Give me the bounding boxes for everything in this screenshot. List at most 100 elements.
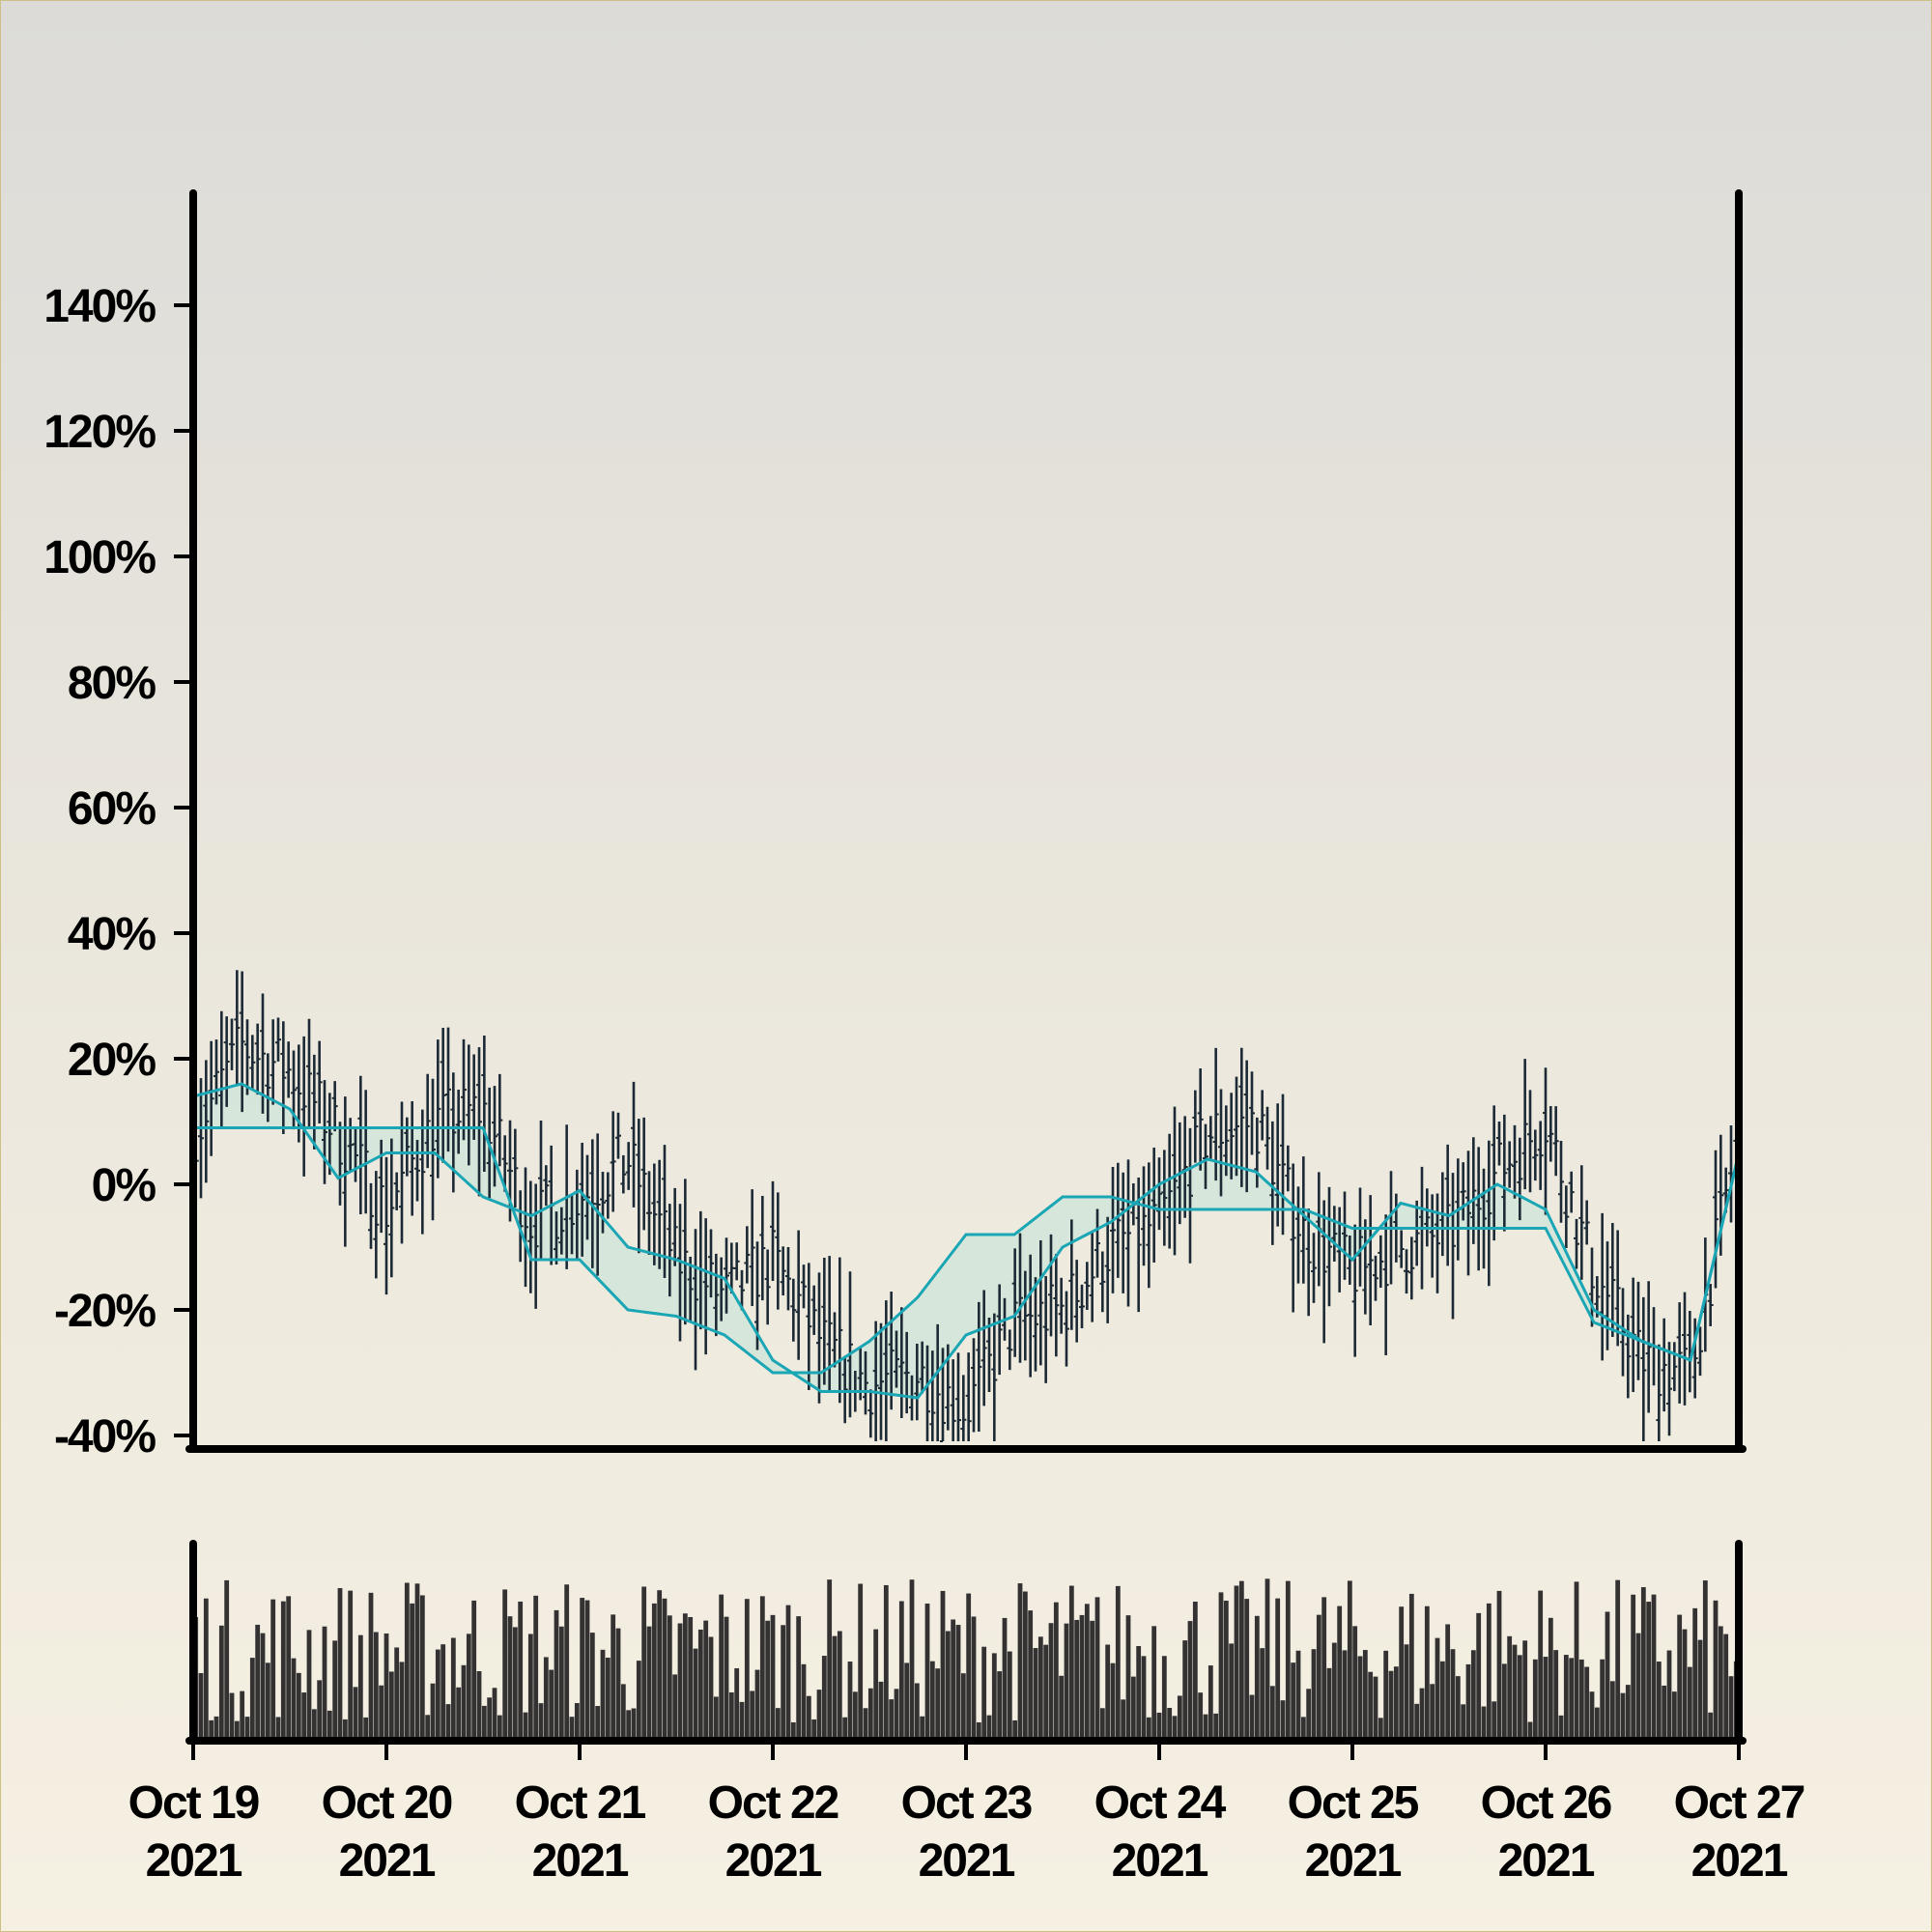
volume-bar [564,1584,570,1737]
volume-bar [399,1662,405,1737]
volume-bar [878,1681,884,1737]
volume-bar [538,1703,544,1737]
x-tick-label-date: Oct 21 [515,1777,646,1829]
volume-bar [213,1716,219,1737]
volume-bar [1208,1665,1213,1737]
volume-bar [554,1609,559,1737]
volume-bar [898,1601,904,1737]
volume-bar [1043,1644,1049,1737]
volume-bar [440,1644,446,1737]
volume-bar [558,1626,564,1737]
volume-bar [1404,1644,1409,1737]
volume-bar [682,1613,688,1737]
volume-bar [224,1579,230,1737]
volume-bar [651,1603,657,1737]
x-tick-label-year: 2021 [1305,1835,1402,1887]
volume-bar [1182,1640,1188,1737]
volume-bar [1393,1666,1399,1737]
volume-bar [327,1710,332,1737]
volume-bar [209,1719,214,1737]
volume-bar [1167,1707,1173,1737]
volume-bar [1331,1642,1337,1737]
x-tick-label-year: 2021 [919,1835,1015,1887]
volume-bar [1718,1626,1723,1737]
volume-bar [734,1668,740,1737]
volume-bar [523,1712,528,1737]
volume-bar [1532,1659,1538,1737]
volume-bar [203,1598,209,1737]
volume-bar [976,1721,981,1737]
volume-bar [244,1717,250,1737]
volume-bar [322,1626,327,1737]
volume-bar [863,1708,868,1737]
volume-bar [693,1648,698,1737]
volume-bar [584,1600,590,1737]
x-tick-label-date: Oct 20 [322,1777,452,1829]
volume-bar [1316,1614,1321,1737]
volume-bar [1352,1626,1358,1737]
volume-bar [703,1620,709,1737]
price-panel [192,970,1741,1442]
volume-bar [821,1656,827,1737]
volume-bar [1543,1657,1548,1737]
volume-bar [904,1662,910,1737]
volume-bar [404,1582,410,1737]
volume-bar [929,1661,935,1737]
volume-bar [497,1715,502,1737]
volume-bar [837,1631,842,1737]
volume-bar [1053,1602,1059,1737]
volume-bar [1090,1620,1095,1737]
x-tick-label-year: 2021 [725,1835,822,1887]
volume-bar [471,1600,477,1737]
volume-bar [1584,1666,1590,1737]
volume-bar [1291,1662,1296,1737]
volume-bar [1615,1579,1621,1737]
volume-bar [991,1653,997,1737]
y-tick-label: 40% [68,909,156,960]
volume-bar [924,1603,930,1737]
volume-bar [1357,1656,1363,1737]
x-tick-label-year: 2021 [1691,1835,1788,1887]
volume-bar [672,1674,678,1737]
x-tick-label-year: 2021 [1498,1835,1595,1887]
volume-bar [1419,1688,1425,1737]
volume-bar [1461,1704,1466,1737]
slow-line [193,1126,1741,1375]
volume-bar [641,1586,647,1737]
volume-bar [1121,1699,1126,1737]
volume-bar [1172,1716,1178,1737]
volume-bar [1244,1599,1250,1737]
axis-labels: -40% -20% 0% 20% 40% 60% 80% 100% 120% 140% Oct 19… [43,281,1805,1887]
volume-bar [724,1616,729,1737]
volume-bar [1666,1650,1672,1737]
volume-bar [270,1599,276,1737]
volume-bar [425,1715,431,1737]
volume-bar [960,1673,966,1737]
volume-bar [847,1662,853,1737]
volume-bar [430,1683,436,1737]
volume-bar [1115,1585,1121,1737]
volume-bar [1522,1640,1528,1737]
volume-bar [1646,1602,1652,1737]
volume-bar [1022,1591,1028,1737]
x-tick-label-date: Oct 24 [1094,1777,1227,1829]
volume-bar [301,1692,307,1737]
volume-bar [1512,1644,1518,1737]
volume-bar [1656,1662,1662,1737]
volume-bar [1285,1580,1291,1737]
volume-bar [1002,1617,1008,1737]
volume-bar [1260,1648,1265,1737]
volume-bar [1682,1629,1688,1737]
volume-bar [858,1583,864,1737]
volume-bar [997,1671,1003,1737]
volume-bar [1424,1605,1430,1737]
volume-bar [935,1668,941,1737]
volume-bar [1084,1604,1090,1737]
volume-bar [265,1662,270,1737]
volume-bar [1708,1712,1714,1737]
volume-bar [986,1715,992,1737]
volume-bar [636,1661,641,1737]
volume-bar [1713,1600,1719,1737]
volume-bar [306,1630,312,1737]
volume-bar [260,1633,266,1737]
